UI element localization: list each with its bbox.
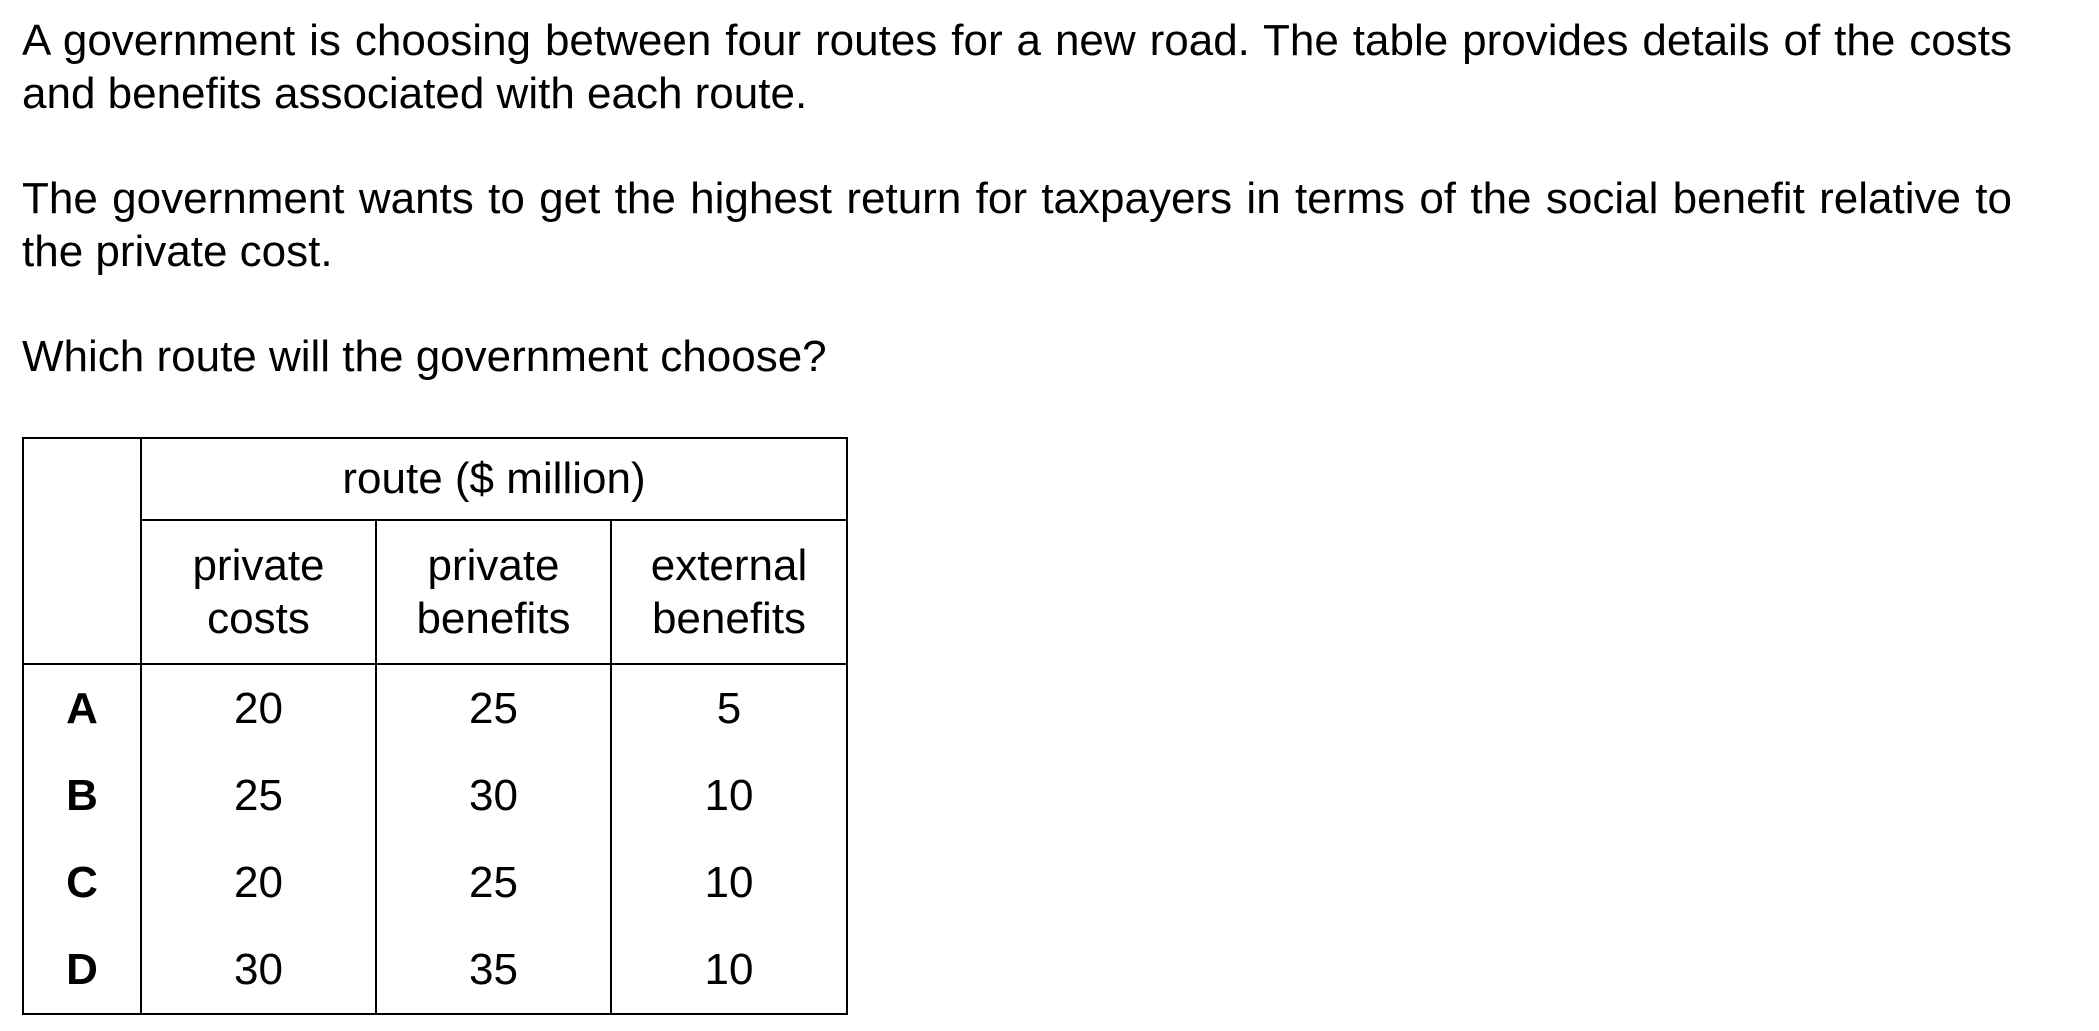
cell-external-benefits: 10 <box>609 752 849 839</box>
column-header-line: private <box>192 541 325 590</box>
cell-private-costs: 30 <box>140 926 377 1015</box>
cell-private-costs: 20 <box>140 839 377 926</box>
question-prompt: Which route will the government choose? <box>22 332 827 381</box>
cell-private-costs: 25 <box>140 752 377 839</box>
table-group-header: route ($ million) <box>139 437 849 521</box>
cell-private-benefits: 30 <box>375 752 612 839</box>
cell-private-benefits: 25 <box>375 839 612 926</box>
cell-external-benefits: 10 <box>609 839 849 926</box>
cell-private-benefits: 25 <box>375 664 612 752</box>
cell-external-benefits: 10 <box>609 926 849 1015</box>
table-row-route-c: C 20 25 10 <box>22 839 849 926</box>
row-label: B <box>22 752 142 839</box>
column-header-line: external <box>650 541 808 590</box>
column-header-line: costs <box>207 594 310 643</box>
column-header-external-benefits: external benefits <box>609 520 849 665</box>
table-row-route-b: B 25 30 10 <box>22 752 849 839</box>
row-label: D <box>22 926 142 1015</box>
row-label: A <box>22 664 142 752</box>
table-corner-cell <box>22 437 142 665</box>
cell-private-costs: 20 <box>140 664 377 752</box>
table-row-route-a: A 20 25 5 <box>22 664 849 752</box>
column-header-line: benefits <box>651 594 807 643</box>
row-label: C <box>22 839 142 926</box>
cell-private-benefits: 35 <box>375 926 612 1015</box>
column-header-private-benefits: private benefits <box>375 520 612 665</box>
question-paragraph-objective: The government wants to get the highest … <box>22 174 2012 276</box>
route-costs-table: route ($ million) private costs private … <box>22 437 849 1015</box>
column-header-line: benefits <box>416 594 571 643</box>
cell-external-benefits: 5 <box>609 664 849 752</box>
column-header-private-costs: private costs <box>140 520 377 665</box>
table-row-route-d: D 30 35 10 <box>22 926 849 1015</box>
question-text: A government is choosing between four ro… <box>22 14 2012 383</box>
column-header-line: private <box>427 541 560 590</box>
question-paragraph-intro: A government is choosing between four ro… <box>22 16 2012 118</box>
